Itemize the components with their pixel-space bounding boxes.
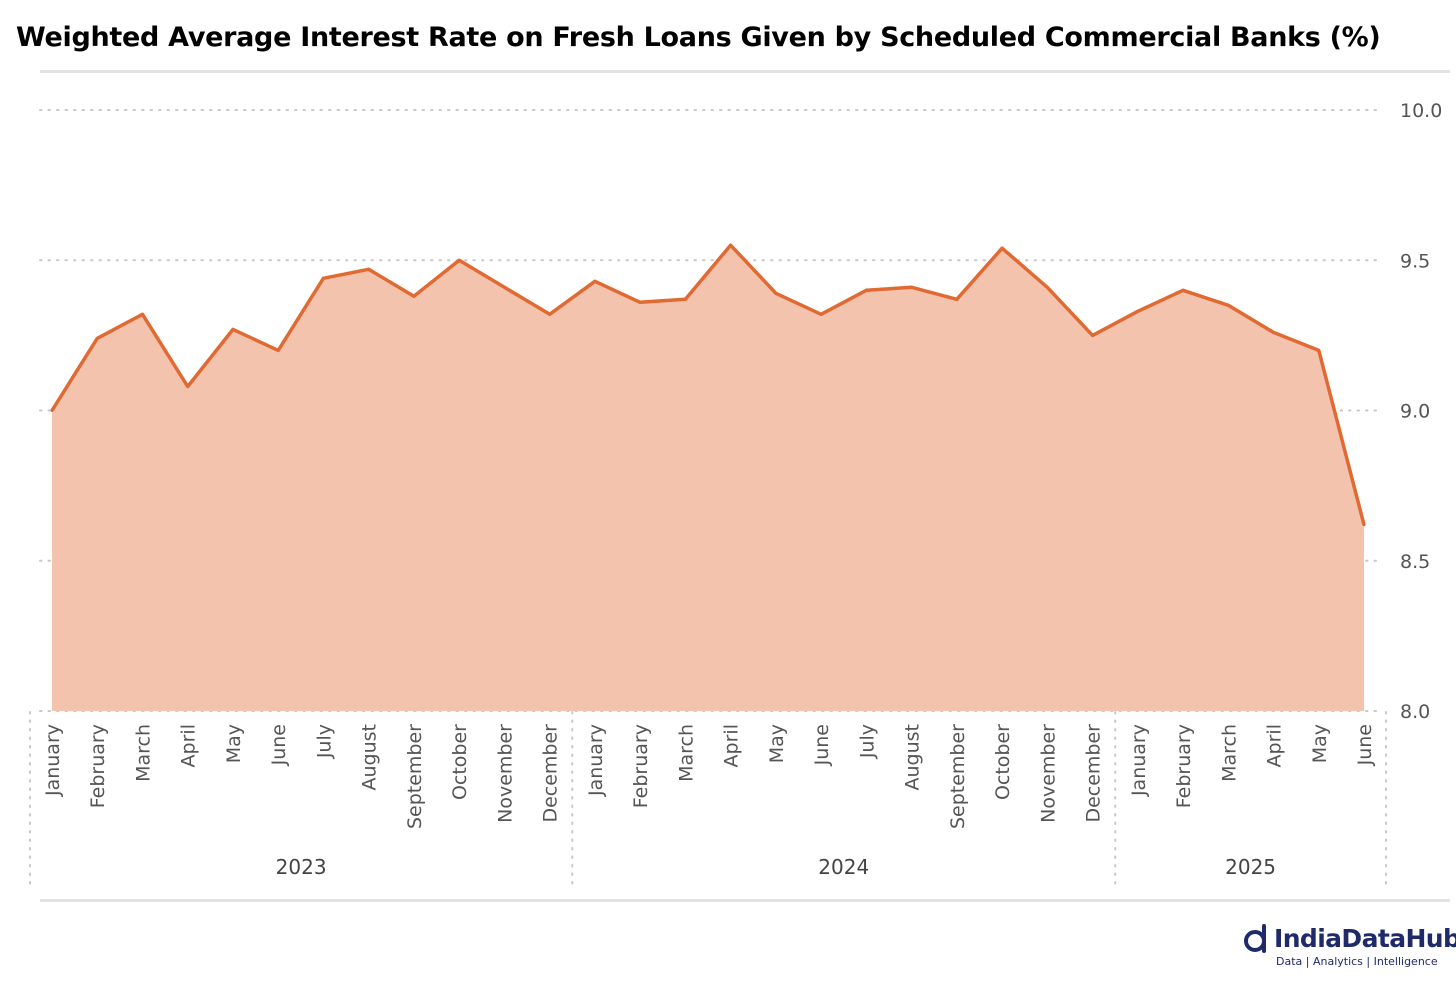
- x-tick-label: October: [449, 724, 471, 800]
- data-point: [1045, 285, 1049, 289]
- x-tick-label: May: [223, 724, 245, 763]
- data-point: [50, 409, 54, 412]
- data-point: [1362, 523, 1366, 527]
- data-point: [774, 291, 778, 295]
- x-tick-label: August: [902, 724, 924, 791]
- data-point: [955, 297, 959, 301]
- data-point: [457, 258, 461, 262]
- data-point: [1000, 246, 1004, 250]
- data-point: [864, 288, 868, 292]
- y-axis: 8.0 8.5 9.0 9.5 10.0: [1400, 100, 1442, 723]
- data-point: [367, 267, 371, 271]
- x-tick-label: May: [1309, 724, 1331, 763]
- data-point: [1091, 333, 1095, 337]
- brand-mark-icon: [1244, 924, 1266, 953]
- data-point: [1317, 348, 1321, 352]
- x-tick-label: September: [404, 724, 426, 829]
- data-point: [1181, 288, 1185, 292]
- title-divider: [40, 70, 1450, 73]
- x-tick-label: July: [856, 724, 878, 759]
- data-point: [1136, 309, 1140, 313]
- brand-name: IndiaDataHub: [1274, 924, 1456, 953]
- data-point: [593, 279, 597, 283]
- x-tick-label: February: [630, 724, 652, 808]
- data-point: [683, 297, 687, 301]
- x-tick-label: June: [811, 724, 833, 766]
- year-axis: 2023 2024 2025: [29, 711, 1387, 886]
- x-tick-label: April: [1264, 724, 1286, 767]
- y-tick-label: 8.0: [1400, 701, 1430, 723]
- x-tick-label: June: [1354, 724, 1376, 766]
- data-point: [276, 348, 280, 352]
- x-tick-label: April: [721, 724, 743, 767]
- year-label: 2023: [276, 855, 327, 879]
- year-label: 2025: [1225, 855, 1276, 879]
- footer-divider: [40, 899, 1450, 902]
- x-axis: January February March April May June July Augu…: [42, 724, 1376, 829]
- x-tick-label: February: [87, 724, 109, 808]
- brand-tagline: Data | Analytics | Intelligence: [1276, 955, 1438, 968]
- x-tick-label: January: [1128, 724, 1150, 797]
- y-tick-label: 10.0: [1400, 100, 1442, 122]
- data-point: [412, 294, 416, 298]
- y-tick-label: 9.0: [1400, 401, 1430, 423]
- x-tick-label: August: [359, 724, 381, 791]
- x-tick-label: October: [992, 724, 1014, 800]
- x-tick-label: July: [313, 724, 335, 759]
- x-tick-label: March: [132, 724, 154, 782]
- area-fill: [52, 245, 1364, 711]
- x-tick-label: March: [675, 724, 697, 782]
- y-tick-label: 8.5: [1400, 551, 1430, 573]
- x-tick-label: November: [1037, 724, 1059, 823]
- data-point: [1226, 303, 1230, 307]
- x-tick-label: January: [585, 724, 607, 797]
- x-tick-label: April: [178, 724, 200, 767]
- chart-title: Weighted Average Interest Rate on Fresh …: [16, 22, 1381, 53]
- x-tick-label: November: [494, 724, 516, 823]
- data-point: [1272, 330, 1276, 334]
- data-point: [95, 336, 99, 340]
- x-tick-label: May: [766, 724, 788, 763]
- x-tick-label: February: [1173, 724, 1195, 808]
- x-tick-label: January: [42, 724, 64, 797]
- year-label: 2024: [818, 855, 869, 879]
- data-point: [502, 285, 506, 289]
- x-tick-label: December: [540, 724, 562, 823]
- brand-logo: IndiaDataHub Data | Analytics | Intellig…: [1240, 922, 1456, 974]
- data-point: [321, 276, 325, 280]
- series-line: [50, 243, 1366, 526]
- data-point: [729, 243, 733, 247]
- data-point: [638, 300, 642, 304]
- y-tick-label: 9.5: [1400, 250, 1430, 272]
- data-point: [548, 312, 552, 316]
- data-point: [910, 285, 914, 289]
- data-point: [231, 327, 235, 331]
- x-tick-label: December: [1083, 724, 1105, 823]
- x-tick-label: September: [947, 724, 969, 829]
- data-point: [186, 384, 190, 388]
- x-tick-label: June: [268, 724, 290, 766]
- x-tick-label: March: [1218, 724, 1240, 782]
- data-point: [140, 312, 144, 316]
- data-point: [819, 312, 823, 316]
